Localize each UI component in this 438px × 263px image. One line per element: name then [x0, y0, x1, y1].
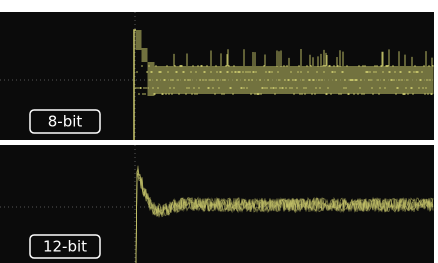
scope-display: 8-bit 12-bit — [0, 0, 438, 263]
screenshot: 8-bit 12-bit — [0, 0, 438, 263]
panel-label: 8-bit — [48, 113, 83, 131]
panel-label: 12-bit — [43, 238, 87, 256]
